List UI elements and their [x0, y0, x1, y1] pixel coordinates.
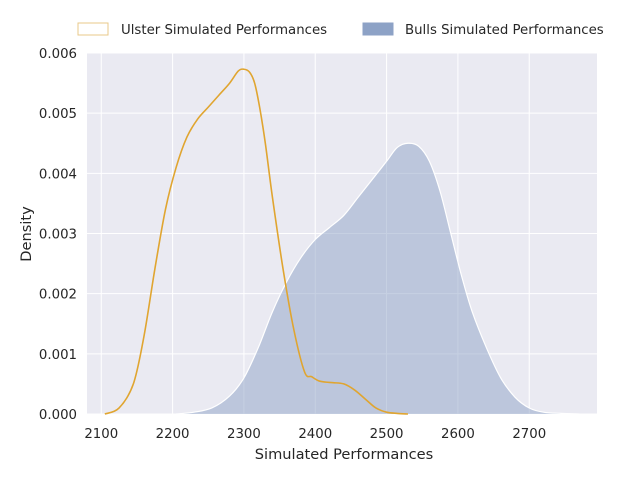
legend-swatch-bulls	[362, 22, 394, 36]
y-tick-label: 0.002	[39, 288, 77, 303]
x-axis-ticks: 2100 2200 2300 2400 2500 2600 2700	[84, 427, 546, 442]
y-tick-label: 0.005	[39, 107, 77, 122]
legend: Ulster Simulated Performances Bulls Simu…	[77, 22, 604, 38]
series-area-bulls	[176, 143, 580, 414]
legend-label-bulls: Bulls Simulated Performances	[405, 23, 604, 38]
series-layer	[104, 68, 580, 415]
x-axis-label: Simulated Performances	[255, 446, 433, 463]
legend-swatch-ulster	[77, 22, 109, 36]
series-edge-bulls	[176, 142, 580, 415]
series-line-ulster	[104, 68, 409, 415]
y-tick-label: 0.001	[39, 348, 77, 363]
legend-label-ulster: Ulster Simulated Performances	[121, 23, 327, 38]
x-tick-label: 2600	[441, 427, 475, 442]
x-tick-label: 2700	[512, 427, 546, 442]
y-axis-label: Density	[18, 206, 35, 262]
y-tick-label: 0.006	[39, 47, 77, 62]
x-tick-label: 2200	[156, 427, 190, 442]
x-tick-label: 2300	[227, 427, 261, 442]
x-tick-label: 2400	[298, 427, 332, 442]
y-tick-label: 0.003	[39, 228, 77, 243]
y-axis-ticks: 0.000 0.001 0.002 0.003 0.004 0.005 0.006	[39, 47, 77, 423]
x-tick-label: 2500	[370, 427, 404, 442]
y-tick-label: 0.000	[39, 408, 77, 423]
y-tick-label: 0.004	[39, 167, 77, 182]
x-tick-label: 2100	[84, 427, 118, 442]
